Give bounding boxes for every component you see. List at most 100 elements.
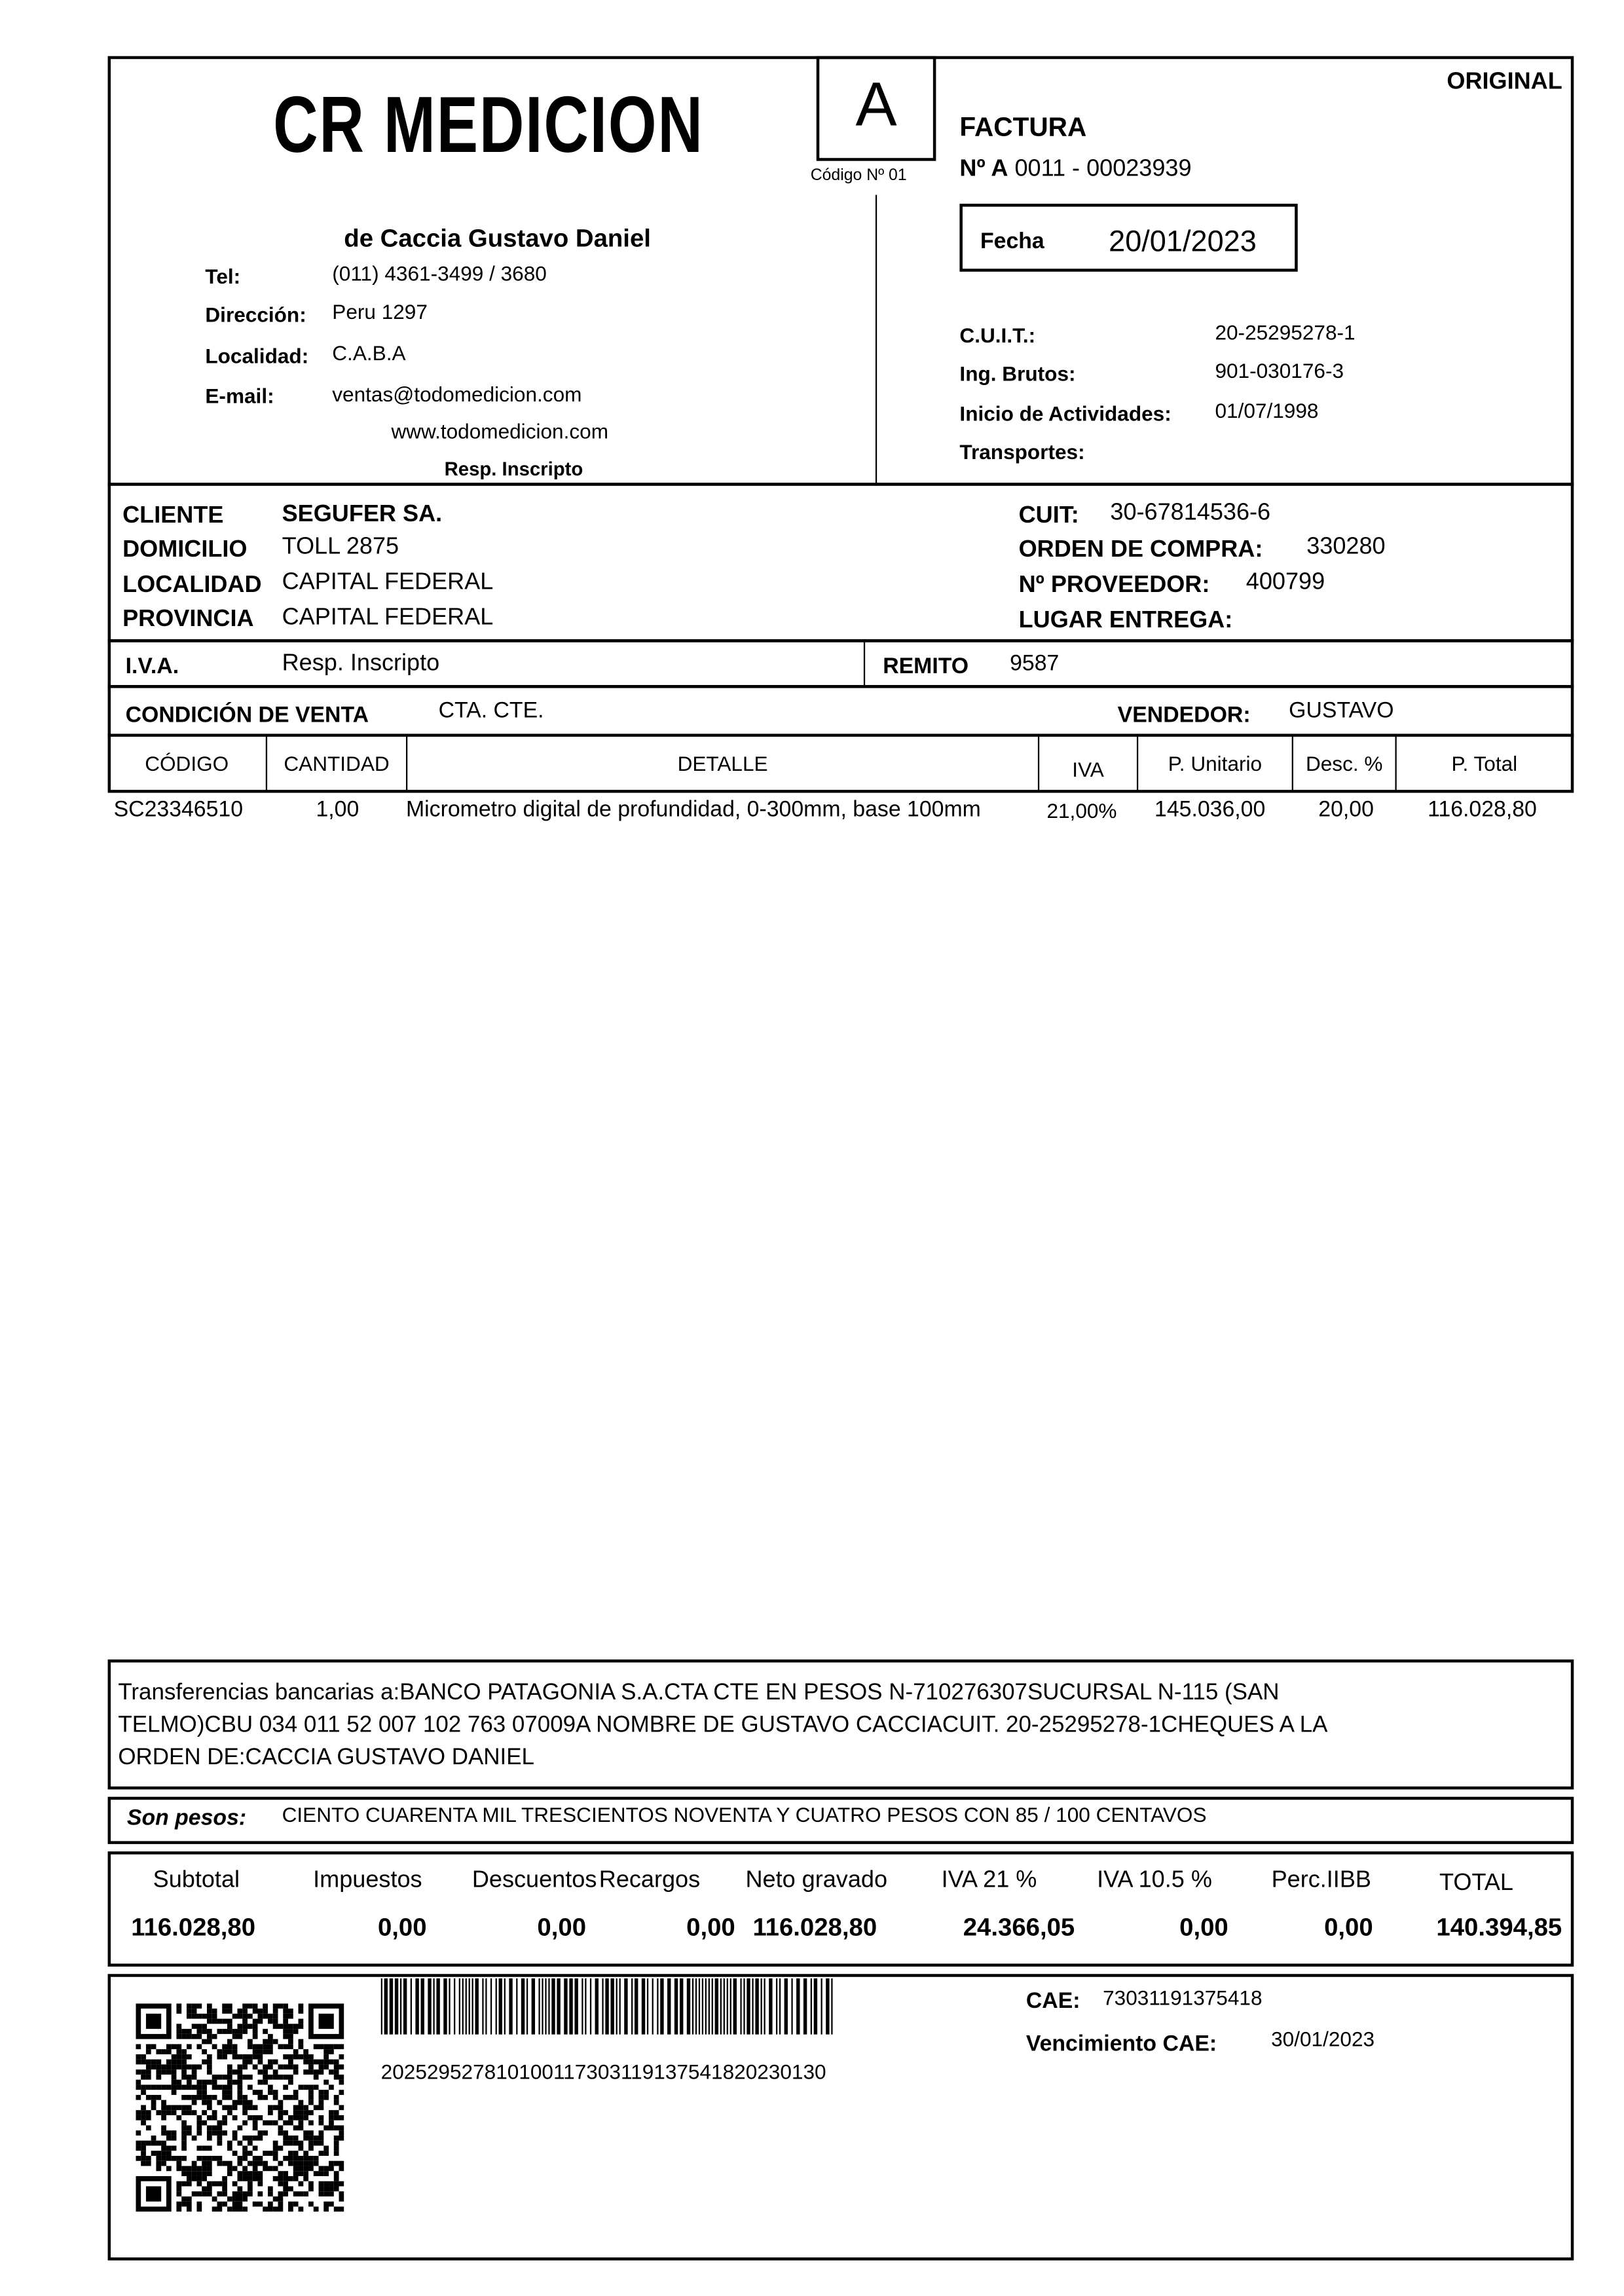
lugar-label: LUGAR ENTREGA: — [1018, 608, 1233, 634]
transfer-box — [107, 1659, 1574, 1790]
orden-value: 330280 — [1306, 534, 1386, 560]
totals-value: 0,00 — [377, 1913, 427, 1942]
col-iva: IVA — [1037, 733, 1137, 792]
direccion-label: Dirección: — [205, 303, 306, 327]
col-detalle: DETALLE — [405, 733, 1038, 792]
issuer-name: de Caccia Gustavo Daniel — [344, 224, 651, 253]
transfer-line-3: ORDEN DE:CACCIA GUSTAVO DANIEL — [118, 1745, 534, 1771]
transfer-line-2: TELMO)CBU 034 011 52 007 102 763 07009A … — [118, 1713, 1328, 1738]
totals-value: 0,00 — [1324, 1913, 1373, 1942]
fecha-label: Fecha — [980, 229, 1044, 254]
provincia-value: CAPITAL FEDERAL — [282, 605, 494, 631]
barcode-number: 202529527810100117303119137541820230130 — [380, 2060, 826, 2084]
invoice-number: Nº A 0011 - 00023939 — [959, 156, 1192, 182]
domicilio-value: TOLL 2875 — [282, 534, 399, 560]
cuit-label: C.U.I.T.: — [959, 323, 1036, 347]
transfer-line-1: Transferencias bancarias a:BANCO PATAGON… — [118, 1680, 1280, 1705]
vendedor-label: VENDEDOR: — [1117, 703, 1251, 728]
cell-cantidad: 1,00 — [316, 797, 360, 823]
inicio-label: Inicio de Actividades: — [959, 401, 1172, 426]
cell-codigo: SC23346510 — [113, 797, 244, 823]
client-localidad-value: CAPITAL FEDERAL — [282, 570, 494, 595]
provincia-label: PROVINCIA — [122, 606, 254, 632]
iva-row-divider — [863, 639, 866, 687]
transportes-label: Transportes: — [959, 439, 1085, 464]
vto-label: Vencimiento CAE: — [1025, 2031, 1217, 2057]
totals-label: Subtotal — [153, 1867, 240, 1893]
cell-desc: 20,00 — [1318, 797, 1374, 823]
items-header — [107, 733, 1574, 793]
tel-label: Tel: — [205, 264, 241, 288]
localidad-label: Localidad: — [205, 344, 309, 368]
email-label: E-mail: — [205, 384, 274, 408]
condicion-value: CTA. CTE. — [438, 698, 544, 724]
totals-label: Descuentos — [471, 1867, 597, 1893]
son-pesos-label: Son pesos: — [126, 1805, 247, 1831]
totals-label: Perc.IIBB — [1271, 1867, 1371, 1893]
cae-value: 73031191375418 — [1103, 1986, 1263, 2010]
cliente-label: CLIENTE — [122, 503, 224, 529]
totals-value: 24.366,05 — [963, 1913, 1075, 1942]
col-desc: Desc. % — [1291, 733, 1395, 792]
company-logo: CR MEDICION — [273, 81, 704, 170]
client-cuit-value: 30-67814536-6 — [1110, 500, 1271, 526]
fecha-box — [959, 204, 1298, 272]
son-pesos-box — [107, 1796, 1574, 1844]
barcode — [380, 1978, 833, 2035]
number-value: 0011 - 00023939 — [1014, 156, 1192, 182]
totals-label: Impuestos — [313, 1867, 422, 1893]
totals-value: 0,00 — [537, 1913, 587, 1942]
client-cuit-label: CUIT: — [1018, 503, 1079, 529]
totals-value: 0,00 — [686, 1913, 735, 1942]
totals-value: 140.394,85 — [1436, 1913, 1562, 1942]
totals-label: IVA 10.5 % — [1097, 1867, 1212, 1893]
remito-label: REMITO — [883, 654, 969, 680]
son-pesos-value: CIENTO CUARENTA MIL TRESCIENTOS NOVENTA … — [282, 1802, 1207, 1826]
cell-unitario: 145.036,00 — [1154, 797, 1266, 823]
totals-value: 0,00 — [1179, 1913, 1228, 1942]
iibb-label: Ing. Brutos: — [959, 361, 1076, 386]
cliente-value: SEGUFER SA. — [282, 502, 443, 527]
proveedor-value: 400799 — [1246, 570, 1325, 595]
col-cantidad: CANTIDAD — [265, 733, 406, 792]
totals-label: IVA 21 % — [941, 1867, 1037, 1893]
vendedor-value: GUSTAVO — [1289, 698, 1394, 724]
cell-detalle: Micrometro digital de profundidad, 0-300… — [405, 798, 981, 821]
totals-label: Neto gravado — [745, 1867, 888, 1893]
copy-label: ORIGINAL — [1447, 69, 1562, 95]
issuer-iva-condition: Resp. Inscripto — [444, 457, 583, 480]
condicion-label: CONDICIÓN DE VENTA — [125, 703, 369, 728]
cae-label: CAE: — [1025, 1988, 1080, 2014]
invoice-letter-box — [816, 56, 936, 161]
iva-value: Resp. Inscripto — [282, 651, 440, 676]
domicilio-label: DOMICILIO — [122, 537, 248, 563]
cell-iva: 21,00% — [1046, 798, 1117, 823]
iibb-value: 901-030176-3 — [1215, 358, 1344, 382]
cuit-value: 20-25295278-1 — [1215, 320, 1356, 344]
col-total: P. Total — [1395, 733, 1573, 792]
cae-box — [107, 1974, 1574, 2261]
qr-code — [136, 2003, 344, 2212]
totals-box — [107, 1851, 1574, 1967]
tel-value: (011) 4361-3499 / 3680 — [332, 261, 547, 286]
cell-total: 116.028,80 — [1428, 797, 1537, 823]
iva-label: I.V.A. — [125, 654, 179, 680]
orden-label: ORDEN DE COMPRA: — [1018, 537, 1263, 563]
condicion-row — [107, 685, 1574, 737]
totals-label: TOTAL — [1439, 1870, 1513, 1896]
client-localidad-label: LOCALIDAD — [122, 572, 262, 599]
header-divider — [875, 194, 877, 485]
codigo-label: Código Nº 01 — [810, 166, 907, 185]
totals-value: 116.028,80 — [752, 1913, 877, 1942]
direccion-value: Peru 1297 — [332, 299, 428, 324]
totals-value: 116.028,80 — [131, 1913, 256, 1942]
fecha-value: 20/01/2023 — [1109, 225, 1257, 259]
proveedor-label: Nº PROVEEDOR: — [1018, 572, 1210, 599]
number-prefix: Nº A — [959, 156, 1008, 182]
totals-label: Recargos — [599, 1867, 701, 1893]
inicio-value: 01/07/1998 — [1215, 398, 1319, 422]
vto-value: 30/01/2023 — [1271, 2027, 1375, 2051]
col-unitario: P. Unitario — [1136, 733, 1292, 792]
doc-type: FACTURA — [959, 112, 1087, 142]
